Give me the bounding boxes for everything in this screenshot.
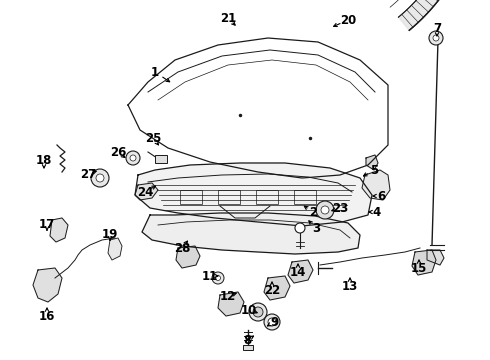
Text: 27: 27: [80, 167, 96, 180]
Text: 18: 18: [36, 153, 52, 166]
Circle shape: [316, 201, 334, 219]
Text: 3: 3: [312, 221, 320, 234]
Text: 25: 25: [145, 131, 161, 144]
Circle shape: [212, 272, 224, 284]
Polygon shape: [128, 38, 388, 178]
Circle shape: [253, 307, 263, 317]
Text: 4: 4: [373, 206, 381, 219]
Polygon shape: [142, 213, 360, 254]
Bar: [155, 155, 167, 163]
Polygon shape: [135, 183, 158, 200]
Text: 26: 26: [110, 145, 126, 158]
Circle shape: [96, 174, 104, 182]
Polygon shape: [33, 268, 62, 302]
Polygon shape: [50, 218, 68, 242]
Circle shape: [429, 31, 443, 45]
Bar: [180, 190, 202, 204]
Text: 9: 9: [270, 315, 278, 328]
Text: 28: 28: [174, 242, 190, 255]
Bar: [256, 190, 278, 204]
Text: 8: 8: [243, 333, 251, 346]
Text: 2: 2: [309, 206, 317, 219]
Circle shape: [249, 303, 267, 321]
Polygon shape: [366, 155, 378, 170]
Text: 14: 14: [290, 266, 306, 279]
Text: 23: 23: [332, 202, 348, 215]
Text: 5: 5: [370, 163, 378, 176]
Circle shape: [264, 314, 280, 330]
Polygon shape: [427, 250, 444, 265]
Circle shape: [216, 275, 220, 280]
Text: 7: 7: [433, 22, 441, 35]
Polygon shape: [218, 292, 244, 316]
Text: 16: 16: [39, 310, 55, 323]
Polygon shape: [362, 170, 390, 200]
Polygon shape: [135, 163, 372, 226]
Polygon shape: [398, 0, 478, 30]
Text: 10: 10: [241, 303, 257, 316]
Circle shape: [321, 206, 329, 214]
Polygon shape: [412, 250, 436, 275]
Text: 13: 13: [342, 279, 358, 292]
Text: 20: 20: [340, 13, 356, 27]
Circle shape: [91, 169, 109, 187]
Bar: [294, 190, 316, 204]
Text: 21: 21: [220, 12, 236, 24]
Polygon shape: [176, 246, 200, 268]
Text: 11: 11: [202, 270, 218, 283]
Bar: [243, 345, 253, 350]
Text: 6: 6: [377, 189, 385, 202]
Circle shape: [126, 151, 140, 165]
Circle shape: [268, 318, 276, 326]
Text: 1: 1: [151, 66, 159, 78]
Text: 17: 17: [39, 217, 55, 230]
Circle shape: [433, 35, 439, 41]
Bar: [218, 190, 240, 204]
Circle shape: [130, 155, 136, 161]
Polygon shape: [108, 238, 122, 260]
Polygon shape: [264, 276, 290, 300]
Text: 12: 12: [220, 289, 236, 302]
Circle shape: [295, 223, 305, 233]
Text: 19: 19: [102, 228, 118, 240]
Text: 15: 15: [411, 261, 427, 274]
Text: 22: 22: [264, 284, 280, 297]
Text: 24: 24: [137, 185, 153, 198]
Polygon shape: [288, 260, 313, 283]
